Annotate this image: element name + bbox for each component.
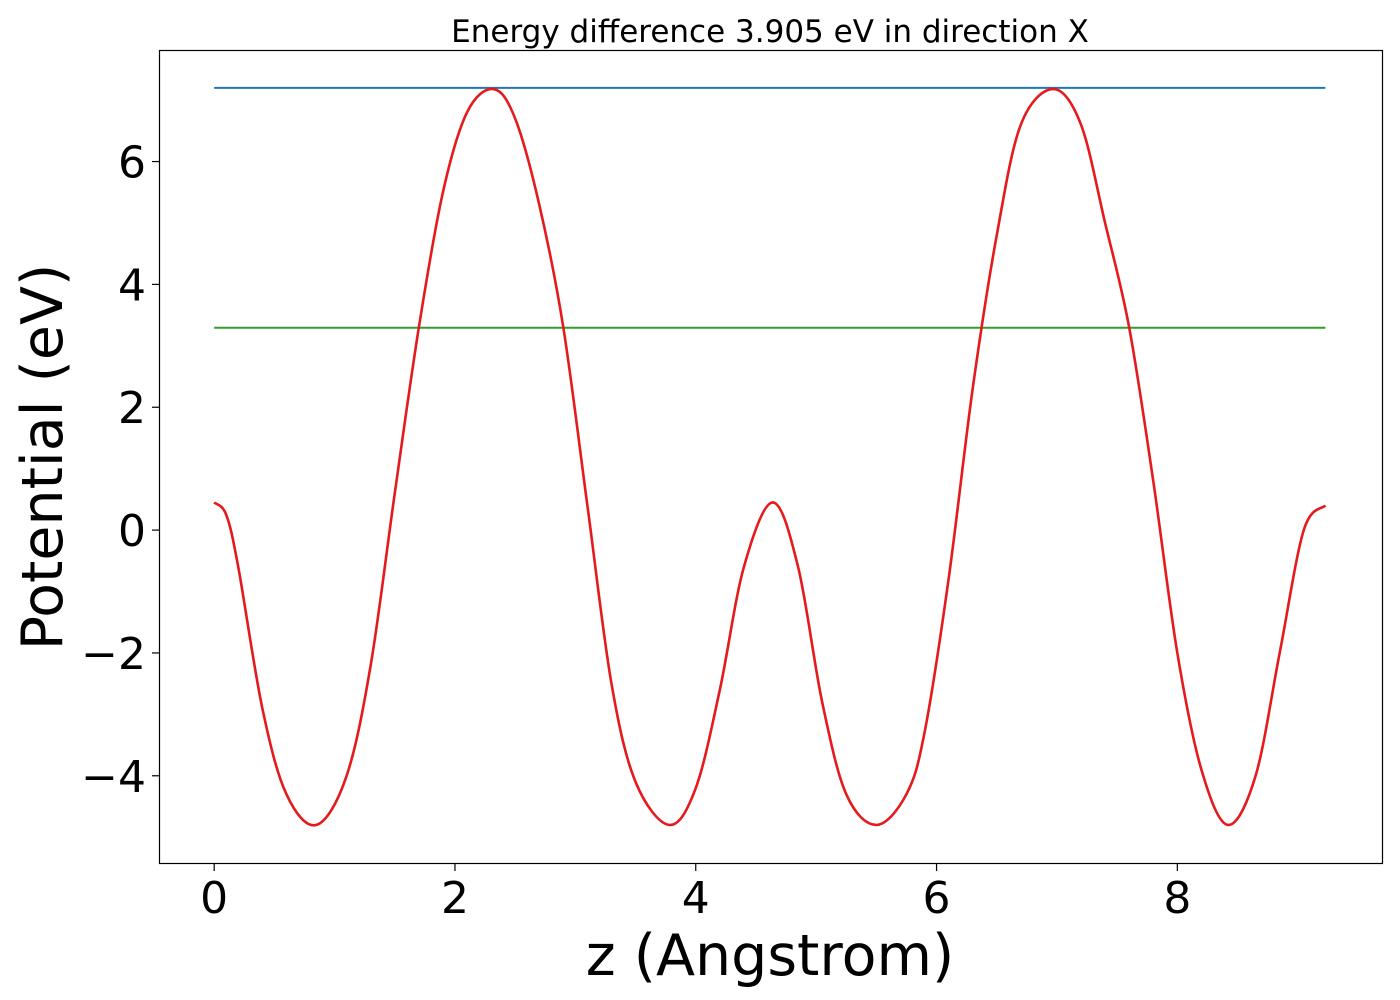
- x-tick-label: 4: [682, 873, 710, 924]
- plot-frame: [158, 49, 1384, 865]
- y-axis: −4 −2 0 2 4 6: [81, 138, 160, 803]
- x-axis-label: z (Angstrom): [586, 923, 954, 989]
- x-axis: 0 2 4 6 8: [200, 863, 1191, 924]
- x-tick-label: 0: [200, 873, 228, 924]
- x-tick-label: 6: [923, 873, 951, 924]
- x-tick-label: 8: [1163, 873, 1191, 924]
- x-tick-label: 2: [441, 873, 469, 924]
- series-layer: [213, 86, 1327, 827]
- y-tick-label: 2: [118, 383, 146, 434]
- y-tick-label: −2: [81, 629, 146, 680]
- series-line-3: [213, 87, 1327, 827]
- y-tick-label: 0: [118, 506, 146, 557]
- y-tick-label: 6: [118, 138, 146, 189]
- chart-title: Energy difference 3.905 eV in direction …: [451, 14, 1089, 50]
- y-tick-label: 4: [118, 260, 146, 311]
- y-tick-label: −4: [81, 752, 146, 803]
- y-axis-label: Potential (eV): [10, 264, 76, 650]
